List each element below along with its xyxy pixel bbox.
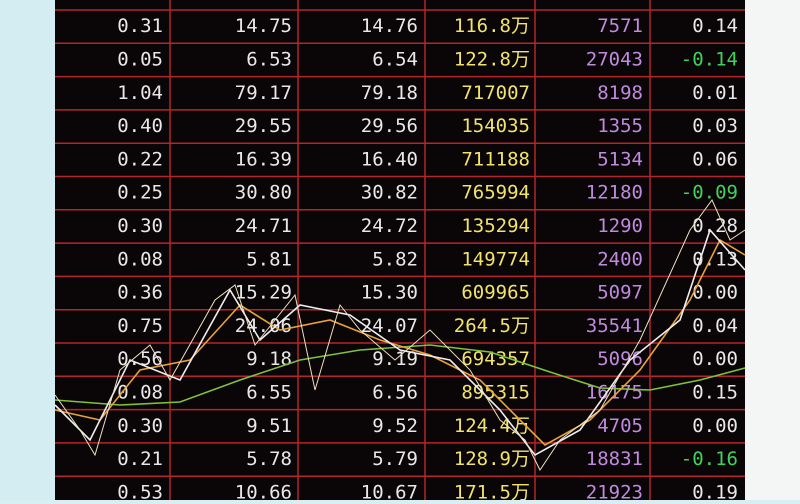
cell: 30.82 (361, 182, 418, 204)
cell: 0.06 (692, 148, 738, 170)
cell: 1.04 (117, 82, 163, 104)
cell: 79.17 (235, 82, 292, 104)
cell: 0.22 (117, 148, 163, 170)
cell: 0.56 (117, 348, 163, 370)
cell: 0.13 (692, 248, 738, 270)
cell: 8198 (597, 82, 643, 104)
cell: 895315 (461, 381, 530, 403)
cell: 9.18 (246, 348, 292, 370)
cell: 128.9万 (454, 448, 530, 470)
cell: 9.51 (246, 415, 292, 437)
cell: 0.05 (117, 48, 163, 70)
cell: 14.75 (235, 15, 292, 37)
cell: 24.07 (361, 315, 418, 337)
cell: 0.00 (692, 282, 738, 304)
cell: 5.79 (372, 448, 418, 470)
cell: -0.14 (681, 48, 738, 70)
cell: 122.8万 (454, 48, 530, 70)
cell: 2400 (597, 248, 643, 270)
cell: 0.30 (117, 215, 163, 237)
chart-overlay (54, 199, 746, 471)
cell: 0.40 (117, 115, 163, 137)
cell: 116.8万 (454, 15, 530, 37)
cell: 4705 (597, 415, 643, 437)
cell: 5096 (597, 348, 643, 370)
cell: 9.52 (372, 415, 418, 437)
cell: 1290 (597, 215, 643, 237)
cell: 0.30 (117, 415, 163, 437)
cell: 0.00 (692, 348, 738, 370)
cell: 27043 (586, 48, 643, 70)
cell: 0.75 (117, 315, 163, 337)
cell: 0.03 (692, 115, 738, 137)
cell: -0.16 (681, 448, 738, 470)
cell: 135294 (461, 215, 530, 237)
cell: 6.53 (246, 48, 292, 70)
cell: 5097 (597, 282, 643, 304)
cell: 5.82 (372, 248, 418, 270)
cell: 0.01 (692, 82, 738, 104)
cell: 16.39 (235, 148, 292, 170)
cell: 14.76 (361, 15, 418, 37)
cell: 16175 (586, 381, 643, 403)
cell: 5134 (597, 148, 643, 170)
cell: 21923 (586, 481, 643, 500)
cell: 0.31 (117, 15, 163, 37)
cell: 0.15 (692, 381, 738, 403)
cell: -0.09 (681, 182, 738, 204)
table-body: 0.31 14.75 14.76 116.8万 7571 0.14 0.05 6.53 6.54… (55, 9, 745, 503)
cell: 149774 (461, 248, 530, 270)
cell: 12180 (586, 182, 643, 204)
cell: 10.67 (361, 481, 418, 500)
cell: 154035 (461, 115, 530, 137)
cell: 35541 (586, 315, 643, 337)
cell: 609965 (461, 282, 530, 304)
cell: 24.71 (235, 215, 292, 237)
cell: 9.19 (372, 348, 418, 370)
cell: 694357 (461, 348, 530, 370)
cell: 0.53 (117, 481, 163, 500)
cell: 24.06 (235, 315, 292, 337)
cell: 765994 (461, 182, 530, 204)
cell: 0.21 (117, 448, 163, 470)
cell: 717007 (461, 82, 530, 104)
cell: 6.55 (246, 381, 292, 403)
cell: 18831 (586, 448, 643, 470)
cell: 0.25 (117, 182, 163, 204)
cell: 711188 (461, 148, 530, 170)
cell: 6.56 (372, 381, 418, 403)
cell: 7571 (597, 15, 643, 37)
cell: 0.36 (117, 282, 163, 304)
cell: 6.54 (372, 48, 418, 70)
cell: 15.30 (361, 282, 418, 304)
cell: 30.80 (235, 182, 292, 204)
cell: 10.66 (235, 481, 292, 500)
cell: 29.56 (361, 115, 418, 137)
cell: 0.08 (117, 248, 163, 270)
right-margin (745, 0, 800, 500)
cell: 16.40 (361, 148, 418, 170)
cell: 5.81 (246, 248, 292, 270)
cell: 264.5万 (454, 315, 530, 337)
cell: 0.04 (692, 315, 738, 337)
cell: 29.55 (235, 115, 292, 137)
left-margin (0, 0, 55, 500)
cell: 24.72 (361, 215, 418, 237)
cell: 5.78 (246, 448, 292, 470)
cell: 171.5万 (454, 481, 530, 500)
cell: 1355 (597, 115, 643, 137)
grid (169, 0, 651, 500)
cell: 0.19 (692, 481, 738, 500)
cell: 0.08 (117, 381, 163, 403)
cell: 0.00 (692, 415, 738, 437)
cell: 15.29 (235, 282, 292, 304)
cell: 79.18 (361, 82, 418, 104)
cell: 0.14 (692, 15, 738, 37)
cell: 124.4万 (454, 415, 530, 437)
